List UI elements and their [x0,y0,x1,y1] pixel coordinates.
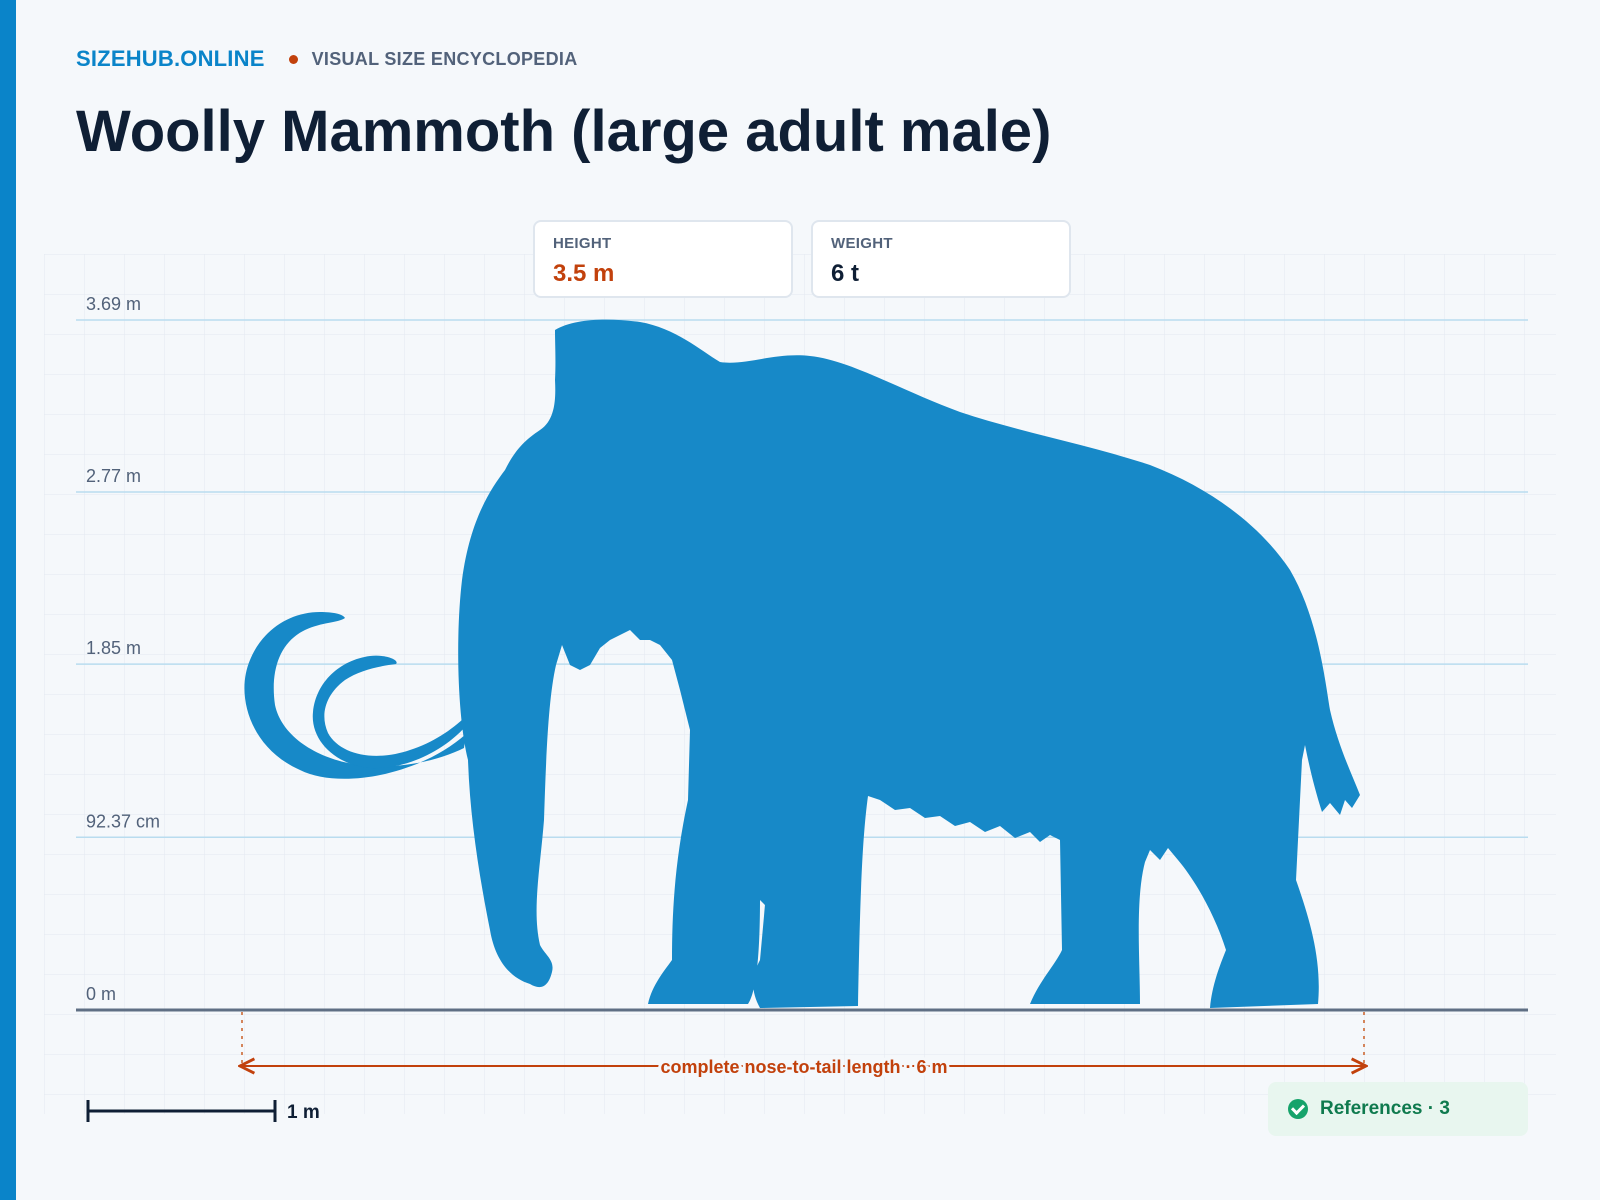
height-stat-label: HEIGHT [553,235,773,252]
check-circle-icon [1288,1099,1308,1119]
weight-stat-value: 6 t [831,260,1051,288]
height-tick-label: 0 m [86,984,116,1004]
height-tick-label: 3.69 m [86,294,141,314]
height-tick-label: 92.37 cm [86,811,160,831]
height-tick-label: 1.85 m [86,638,141,658]
weight-stat-label: WEIGHT [831,235,1051,252]
height-stat-value: 3.5 m [553,260,773,288]
scale-bar-label: 1 m [287,1102,320,1123]
weight-stat-card: WEIGHT 6 t [811,220,1071,298]
length-label: complete nose-to-tail length · 6 m [660,1057,947,1077]
height-stat-card: HEIGHT 3.5 m [533,220,793,298]
height-tick-label: 2.77 m [86,466,141,486]
references-label: References · 3 [1320,1098,1450,1120]
references-button[interactable]: References · 3 [1268,1082,1528,1136]
